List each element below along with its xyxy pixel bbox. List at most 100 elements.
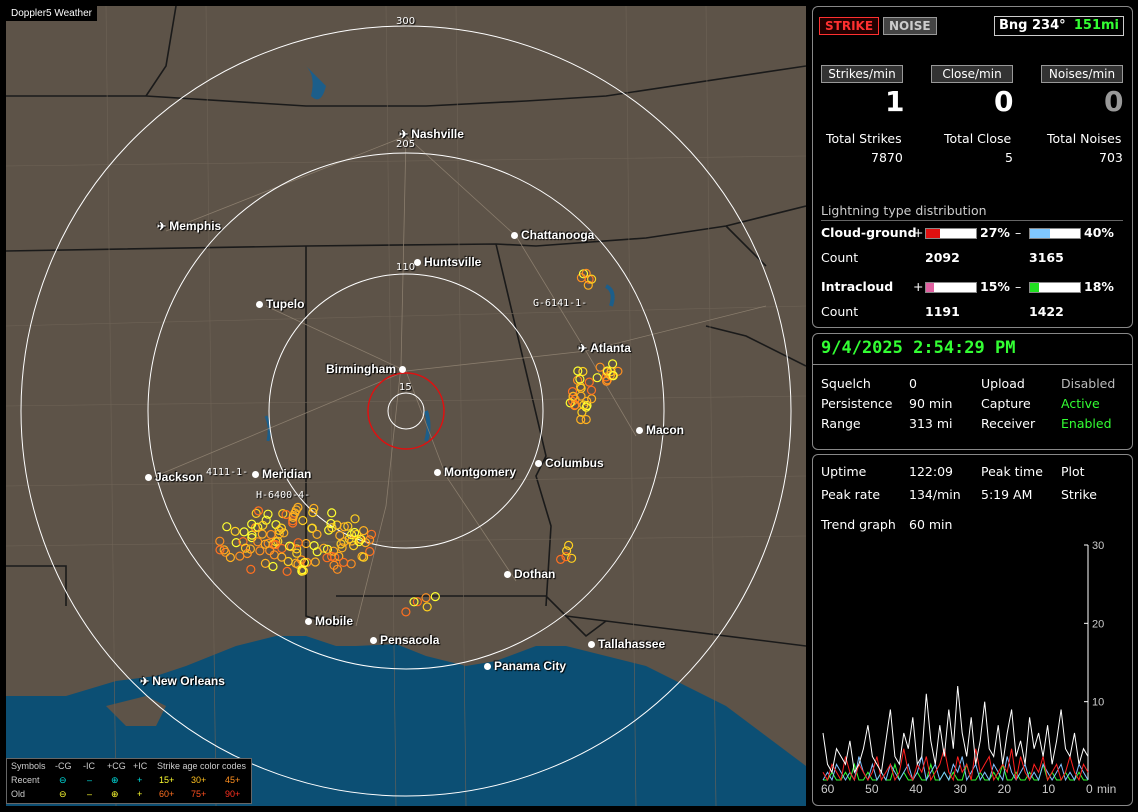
city-dot-icon (414, 259, 421, 267)
status-panel: 9/4/2025 2:54:29 PM Squelch 0 Upload Dis… (812, 333, 1133, 450)
age-90: 90+ (225, 789, 241, 799)
strike-marker (260, 558, 270, 569)
strike-marker (607, 359, 618, 369)
strike-marker (257, 529, 267, 539)
strike-marker (253, 537, 263, 547)
strike-marker (595, 362, 605, 372)
strike-marker (263, 509, 273, 519)
strike-marker (329, 546, 339, 556)
strike-marker (335, 530, 345, 541)
strike-marker (336, 539, 346, 549)
city-nashville: ✈ Nashville (399, 127, 464, 141)
city-jackson: Jackson (145, 470, 203, 484)
strike-marker (409, 597, 419, 607)
strike-marker (586, 274, 597, 284)
neg-cg-old-icon: ⊖ (59, 789, 67, 799)
strike-marker (555, 554, 566, 565)
strike-marker (242, 548, 252, 559)
lightning-map[interactable]: Doppler5 Weather 300 205 110 15 ✈ Nashvil… (6, 6, 806, 806)
strike-marker (350, 527, 360, 538)
cg-minus-sign: – (1015, 225, 1022, 240)
squelch-value: 0 (909, 376, 917, 391)
strike-marker (310, 557, 320, 567)
strike-marker (253, 506, 264, 516)
strike-marker (326, 518, 336, 529)
cg-minus-bar (1029, 228, 1081, 239)
noise-mode-button[interactable]: NOISE (883, 17, 937, 35)
trend-series-1 (822, 748, 1089, 782)
strike-marker (421, 593, 431, 603)
peak-rate-label: Peak rate (821, 487, 881, 502)
city-dothan: Dothan (504, 567, 555, 581)
ic-count-label: Count (821, 304, 859, 319)
strike-marker (283, 556, 293, 567)
capture-label: Capture (981, 396, 1031, 411)
close-per-min-button[interactable]: Close/min (931, 65, 1013, 83)
divider (813, 364, 1132, 365)
ic-minus-count: 1422 (1029, 304, 1064, 319)
datetime: 9/4/2025 2:54:29 PM (821, 338, 1016, 358)
strike-marker (319, 543, 329, 553)
strike-marker (215, 536, 225, 546)
neg-ic-recent-icon: – (87, 775, 93, 785)
strike-marker (282, 566, 292, 577)
pos-cg-old-icon: ⊕ (111, 789, 119, 799)
strike-marker (219, 545, 229, 555)
strike-marker (312, 529, 322, 540)
strike-marker (251, 508, 261, 518)
plot-value[interactable]: Strike (1061, 487, 1097, 502)
strike-markers (215, 268, 623, 617)
noises-per-min-button[interactable]: Noises/min (1041, 65, 1123, 83)
strike-marker (354, 536, 364, 547)
legend-neg-cg: -CG (55, 761, 72, 771)
cg-plus-bar (925, 228, 977, 239)
cg-minus-count: 3165 (1029, 250, 1064, 265)
age-60: 60+ (159, 789, 175, 799)
receiver-label: Receiver (981, 416, 1036, 431)
strike-marker (271, 536, 281, 547)
strike-marker (309, 503, 319, 513)
cg-count-label: Count (821, 250, 859, 265)
plot-label: Plot (1061, 464, 1085, 479)
sensor-label: 4111-1- (206, 467, 249, 478)
distance-value: 151mi (1073, 18, 1119, 33)
strike-mode-button[interactable]: STRIKE (819, 17, 880, 35)
x-tick-label: 30 (954, 782, 968, 796)
strike-marker (279, 528, 289, 538)
sensor-label: H-6400-4- (256, 490, 311, 501)
strike-marker (266, 529, 276, 540)
city-dot-icon (434, 469, 441, 477)
total-strikes-value: 7870 (871, 150, 903, 165)
strike-marker (608, 371, 618, 381)
strike-marker (230, 526, 240, 537)
strike-marker (578, 366, 588, 377)
strike-marker (307, 523, 317, 533)
total-close-value: 5 (1005, 150, 1013, 165)
legend-age-title: Strike age color codes (157, 761, 247, 771)
strike-marker (581, 414, 591, 425)
ic-plus-pct: 15% (980, 279, 1010, 294)
airport-icon: ✈ (399, 129, 409, 141)
pos-ic-old-icon: + (137, 789, 143, 799)
range-label-205: 205 (396, 139, 416, 150)
x-tick-label: 50 (865, 782, 879, 796)
strikes-per-min-button[interactable]: Strikes/min (821, 65, 903, 83)
strike-marker (365, 546, 375, 557)
strike-marker (260, 539, 270, 549)
squelch-label: Squelch (821, 376, 871, 391)
receiver-value: Enabled (1061, 416, 1112, 431)
city-dot-icon (484, 663, 491, 671)
strike-marker (288, 516, 298, 526)
strike-marker (277, 552, 287, 562)
strike-marker (291, 505, 301, 515)
range-rings (20, 25, 792, 797)
strike-marker (350, 514, 360, 524)
strike-marker (298, 515, 308, 526)
trend-series-0 (822, 685, 1089, 774)
state-borders (6, 6, 806, 647)
total-strikes-label: Total Strikes (826, 131, 902, 146)
strike-marker (568, 391, 578, 401)
strike-marker (575, 374, 585, 384)
strike-marker (339, 522, 349, 532)
strike-marker (412, 597, 422, 607)
